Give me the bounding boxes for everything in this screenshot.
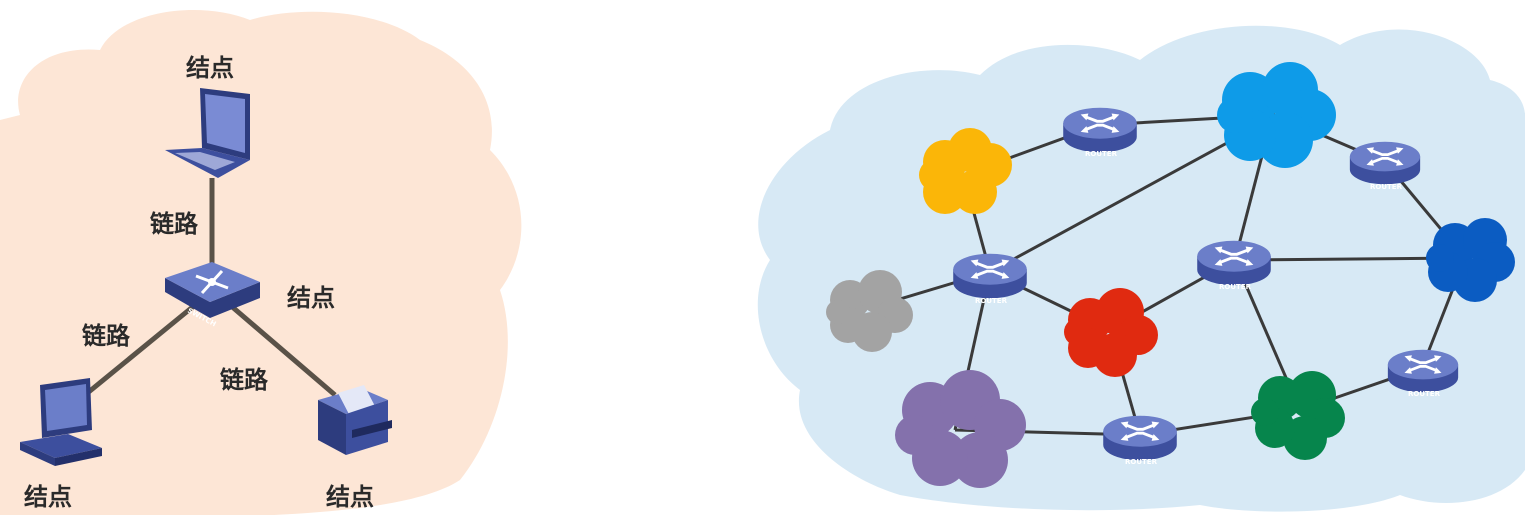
router-icon: ROUTER bbox=[1386, 348, 1460, 398]
svg-text:ROUTER: ROUTER bbox=[975, 297, 1008, 305]
right-topology: ROUTER ROUTER ROUTER ROUTER ROUTER ROUTE… bbox=[757, 25, 1525, 512]
laptop-icon bbox=[165, 88, 250, 178]
link-switch-printer bbox=[228, 303, 337, 397]
node-label-laptop: 结点 bbox=[186, 54, 234, 82]
svg-text:ROUTER: ROUTER bbox=[1408, 390, 1441, 398]
dark-blue-network-cloud bbox=[1426, 218, 1515, 302]
green-network-cloud bbox=[1251, 371, 1345, 460]
link-label-top: 链路 bbox=[150, 210, 199, 238]
desktop-pc-icon bbox=[20, 378, 102, 466]
link-label-left: 链路 bbox=[82, 322, 131, 350]
left-topology: SWITCH 结点 链路 结点 链路 链路 结点 结点 bbox=[0, 10, 522, 515]
svg-text:ROUTER: ROUTER bbox=[1125, 458, 1158, 466]
purple-network-cloud bbox=[895, 370, 1026, 488]
node-label-printer: 结点 bbox=[326, 483, 374, 511]
red-network-cloud bbox=[1064, 288, 1158, 377]
link-switch-pc bbox=[83, 303, 197, 397]
router-icon: ROUTER bbox=[1101, 414, 1179, 466]
router-icon: ROUTER bbox=[1348, 140, 1422, 191]
svg-text:ROUTER: ROUTER bbox=[1219, 283, 1252, 291]
node-label-pc: 结点 bbox=[24, 483, 72, 511]
node-label-switch: 结点 bbox=[287, 284, 335, 312]
left-cloud-background bbox=[0, 10, 522, 515]
printer-icon bbox=[318, 385, 392, 455]
gray-network-cloud bbox=[826, 270, 913, 352]
svg-text:ROUTER: ROUTER bbox=[1370, 183, 1403, 191]
svg-text:ROUTER: ROUTER bbox=[1085, 150, 1118, 158]
router-icon: ROUTER bbox=[1061, 106, 1139, 158]
orange-network-cloud bbox=[919, 128, 1012, 214]
blue-network-cloud bbox=[1217, 62, 1336, 168]
router-icon: ROUTER bbox=[951, 252, 1029, 305]
link-router3-blue bbox=[989, 123, 1261, 274]
router-icon: ROUTER bbox=[1195, 239, 1273, 291]
switch-icon: SWITCH bbox=[165, 262, 260, 328]
link-label-right: 链路 bbox=[220, 366, 269, 394]
